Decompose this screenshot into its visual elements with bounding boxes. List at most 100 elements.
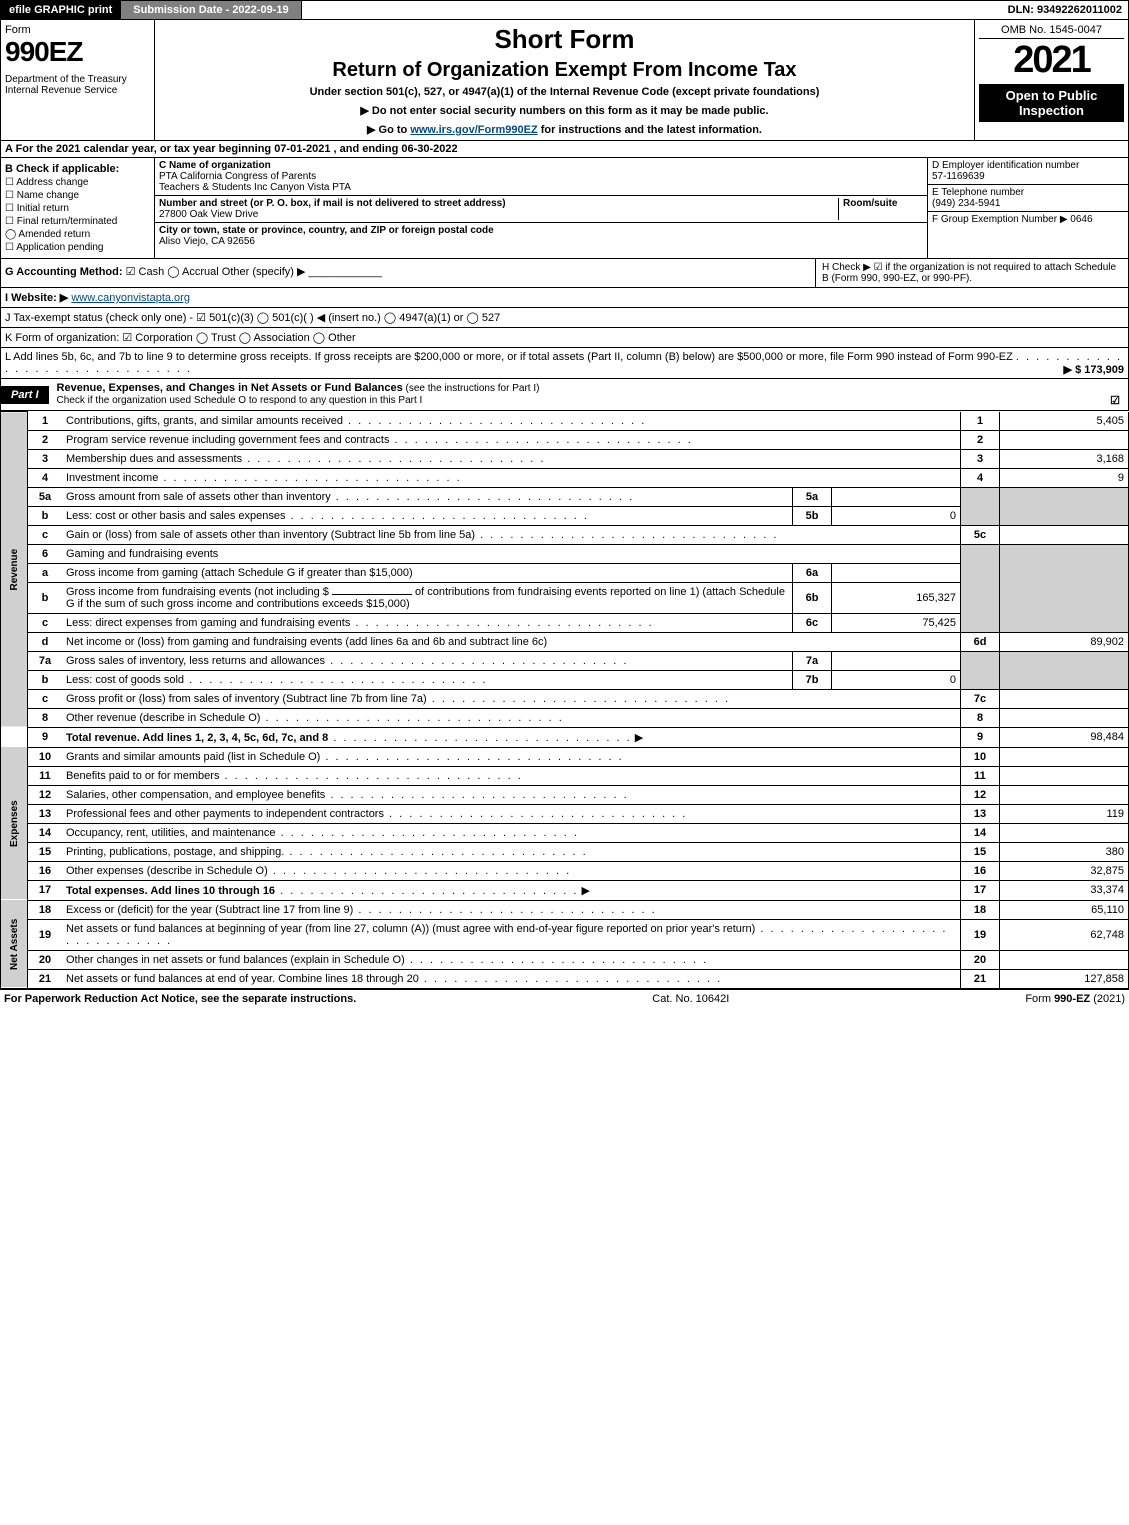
line-9-ln: 9 [961, 727, 1000, 747]
line-10-desc: Grants and similar amounts paid (list in… [66, 751, 320, 763]
check-address-change[interactable]: Address change [5, 177, 150, 188]
line-19-ln: 19 [961, 919, 1000, 950]
line-7a-desc: Gross sales of inventory, less returns a… [66, 655, 325, 667]
line-18-ln: 18 [961, 900, 1000, 919]
sidebar-revenue: Revenue [1, 412, 28, 728]
line-19-desc: Net assets or fund balances at beginning… [66, 923, 755, 935]
submission-date-label: Submission Date - 2022-09-19 [121, 1, 301, 19]
line-18-num: 18 [28, 900, 63, 919]
line-6b-desc1: Gross income from fundraising events (no… [66, 586, 329, 598]
line-6c-num: c [28, 613, 63, 632]
line-6b-sv: 165,327 [832, 582, 961, 613]
line-6a-num: a [28, 563, 63, 582]
check-final-return[interactable]: Final return/terminated [5, 216, 150, 227]
line-7b-desc: Less: cost of goods sold [66, 674, 184, 686]
form-word: Form [5, 24, 150, 36]
line-1-ln: 1 [961, 412, 1000, 431]
line-3-val: 3,168 [1000, 449, 1129, 468]
line-4-desc: Investment income [66, 472, 158, 484]
line-6d-num: d [28, 632, 63, 651]
line-14-num: 14 [28, 823, 63, 842]
line-6b-sl: 6b [793, 582, 832, 613]
line-7a-sv [832, 651, 961, 670]
footer-mid: Cat. No. 10642I [652, 993, 729, 1005]
line-11-val [1000, 766, 1129, 785]
irs-link[interactable]: www.irs.gov/Form990EZ [410, 124, 537, 136]
line-6a-sv [832, 563, 961, 582]
sidebar-netassets: Net Assets [1, 900, 28, 988]
line-2-num: 2 [28, 430, 63, 449]
telephone-value: (949) 234-5941 [932, 198, 1124, 209]
line-6d-desc: Net income or (loss) from gaming and fun… [66, 636, 547, 648]
line-12-num: 12 [28, 785, 63, 804]
org-name-2: Teachers & Students Inc Canyon Vista PTA [159, 182, 923, 193]
line-18-desc: Excess or (deficit) for the year (Subtra… [66, 904, 353, 916]
line-13-num: 13 [28, 804, 63, 823]
line-8-desc: Other revenue (describe in Schedule O) [66, 712, 260, 724]
line-7b-num: b [28, 670, 63, 689]
line-9-desc: Total revenue. Add lines 1, 2, 3, 4, 5c,… [66, 732, 328, 744]
instruction-1: ▶ Do not enter social security numbers o… [165, 104, 964, 117]
efile-print-button[interactable]: efile GRAPHIC print [1, 1, 121, 19]
line-5c-num: c [28, 525, 63, 544]
line-6b-num: b [28, 582, 63, 613]
line-2-ln: 2 [961, 430, 1000, 449]
line-4-ln: 4 [961, 468, 1000, 487]
row-k: K Form of organization: ☑ Corporation ◯ … [0, 328, 1129, 348]
line-9-num: 9 [28, 727, 63, 747]
telephone-label: E Telephone number [932, 187, 1124, 198]
line-2-desc: Program service revenue including govern… [66, 434, 389, 446]
line-14-ln: 14 [961, 823, 1000, 842]
instr2-post: for instructions and the latest informat… [538, 124, 762, 136]
line-12-val [1000, 785, 1129, 804]
line-21-ln: 21 [961, 969, 1000, 988]
line-5c-desc: Gain or (loss) from sale of assets other… [66, 529, 475, 541]
check-initial-return[interactable]: Initial return [5, 203, 150, 214]
line-19-val: 62,748 [1000, 919, 1129, 950]
accounting-cash[interactable]: Cash [126, 266, 165, 278]
return-title: Return of Organization Exempt From Incom… [165, 59, 964, 82]
line-13-val: 119 [1000, 804, 1129, 823]
street-address: 27800 Oak View Drive [159, 209, 838, 220]
check-name-change[interactable]: Name change [5, 190, 150, 201]
line-6a-sl: 6a [793, 563, 832, 582]
line-8-val [1000, 708, 1129, 727]
website-link[interactable]: www.canyonvistapta.org [71, 292, 190, 304]
line-7c-val [1000, 689, 1129, 708]
line-6c-sl: 6c [793, 613, 832, 632]
line-16-ln: 16 [961, 861, 1000, 880]
line-10-num: 10 [28, 747, 63, 766]
row-l: L Add lines 5b, 6c, and 7b to line 9 to … [0, 348, 1129, 379]
row-gh: G Accounting Method: Cash Accrual Other … [0, 259, 1129, 288]
section-a: A For the 2021 calendar year, or tax yea… [0, 141, 1129, 158]
line-5a-desc: Gross amount from sale of assets other t… [66, 491, 331, 503]
org-name-label: C Name of organization [159, 160, 923, 171]
check-amended-return[interactable]: Amended return [5, 229, 150, 240]
check-application-pending[interactable]: Application pending [5, 242, 150, 253]
line-7b-sl: 7b [793, 670, 832, 689]
tax-year: 2021 [979, 39, 1124, 82]
col-b-header: B Check if applicable: [5, 163, 150, 175]
accounting-other[interactable]: Other (specify) ▶ [222, 266, 306, 278]
line-12-desc: Salaries, other compensation, and employ… [66, 789, 325, 801]
accounting-label: G Accounting Method: [5, 266, 123, 278]
room-label: Room/suite [843, 198, 923, 209]
instr2-pre: ▶ Go to [367, 124, 410, 136]
line-8-num: 8 [28, 708, 63, 727]
column-d: D Employer identification number 57-1169… [928, 158, 1128, 258]
line-13-desc: Professional fees and other payments to … [66, 808, 384, 820]
line-2-val [1000, 430, 1129, 449]
sidebar-expenses: Expenses [1, 747, 28, 900]
row-i: I Website: ▶ www.canyonvistapta.org [0, 288, 1129, 308]
line-3-num: 3 [28, 449, 63, 468]
accounting-accrual[interactable]: Accrual [167, 266, 218, 278]
address-label: Number and street (or P. O. box, if mail… [159, 198, 838, 209]
line-13-ln: 13 [961, 804, 1000, 823]
line-19-num: 19 [28, 919, 63, 950]
row-j: J Tax-exempt status (check only one) - ☑… [0, 308, 1129, 328]
website-label: I Website: ▶ [5, 292, 68, 304]
part1-tab: Part I [1, 386, 49, 404]
line-5a-num: 5a [28, 487, 63, 506]
department-label: Department of the Treasury Internal Reve… [5, 74, 150, 96]
line-15-desc: Printing, publications, postage, and shi… [66, 846, 284, 858]
